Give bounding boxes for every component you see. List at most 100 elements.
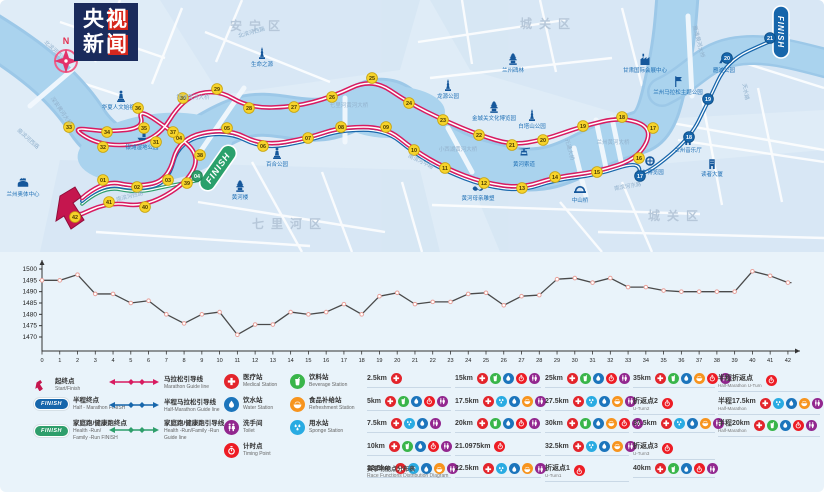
beverage-station-icon (489, 373, 501, 384)
road-label: 天水路 (741, 83, 752, 101)
compass: N (50, 36, 82, 81)
table-row-sublabel: U-Turn1 (545, 473, 562, 479)
km-marker: 17 (647, 122, 659, 134)
km-marker: 29 (211, 83, 223, 95)
half-km-marker-number: 20 (724, 56, 730, 62)
poi-label: 白塔山公园 (518, 122, 546, 130)
beverage-station-icon (579, 418, 591, 430)
km-marker-number: 35 (141, 126, 147, 132)
wheel-icon (645, 156, 655, 166)
toilet-station-icon (440, 440, 452, 452)
refreshment-station-icon (521, 463, 533, 475)
table-row-label: 5km (367, 397, 382, 405)
table-footer-en: Race Functions Distribution Diagram (367, 473, 449, 479)
km-marker: 35 (138, 122, 150, 134)
poi-label: 兰州碑林 (502, 66, 525, 74)
km-marker: 25 (366, 72, 378, 84)
water-station-icon (785, 397, 797, 409)
table-row: 20km (455, 418, 541, 434)
timing-station-icon (661, 442, 673, 454)
x-tick-label: 21 (412, 358, 418, 364)
x-tick-label: 13 (270, 358, 276, 364)
elevation-point (465, 291, 471, 297)
x-tick-label: 18 (359, 358, 365, 364)
refreshment-station-icon (521, 395, 533, 407)
km-marker-circle (633, 152, 645, 164)
timing-station-icon (661, 397, 673, 409)
sponge-station-icon (407, 463, 419, 475)
legend-label-en: Medical Station (243, 382, 278, 389)
km-marker: 05 (221, 122, 233, 134)
km-marker-circle (478, 177, 490, 189)
table-row-label: 25km (545, 375, 563, 382)
legend-label-zh: 计时点 (243, 443, 263, 451)
km-marker-number: 05 (224, 126, 230, 132)
elevation-point (270, 322, 276, 327)
medical-station-icon (224, 374, 239, 389)
water-station-icon (508, 463, 520, 475)
half-marathon-finish-banner-shape (772, 5, 790, 59)
road-label: 银滩黄河大桥 (176, 93, 210, 101)
x-tick-label: 40 (749, 358, 755, 364)
table-row: 40km (633, 463, 718, 479)
finish-badge: FINISH (34, 398, 70, 411)
table-row-label: 半程17.5km Half-Marathon (718, 397, 756, 411)
elevation-point (643, 284, 649, 290)
km-marker-layer: 01 02 03 04 05 06 07 08 09 10 11 12 13 14 15 16 17 18 19 20… (63, 32, 776, 223)
legend-point-item: FINISH 家庭跑/健康跑终点 Health -Run/ Family -Run … (34, 420, 127, 441)
elevation-point (572, 275, 578, 281)
half-marathon-finish-banner-label: FINISH (776, 16, 785, 48)
km-marker-number: 25 (369, 76, 375, 82)
x-tick-label: 31 (589, 358, 595, 364)
elevation-point (714, 289, 720, 294)
km-marker-circle (335, 121, 347, 133)
km-marker: 16 (633, 152, 645, 164)
table-row-label: 30km (545, 420, 563, 428)
table-row-label: 22.5km (455, 465, 479, 473)
half-km-marker-circle (683, 131, 695, 143)
elevation-point (412, 301, 418, 307)
km-marker-circle (63, 121, 75, 133)
compass-rose-icon (54, 49, 78, 73)
km-marker: 11 (439, 162, 451, 174)
legend-label-zh: 家庭跑/健康跑终点 (73, 420, 127, 427)
elevation-point (57, 278, 63, 283)
medical-station-icon (654, 373, 666, 384)
poi: 百合公园 (266, 147, 288, 168)
water-station-icon (598, 395, 610, 407)
elevation-point (501, 302, 507, 308)
table-row: 10km (367, 440, 452, 456)
km-marker: 02 (131, 181, 143, 193)
table-row-label: 21.0975km (455, 442, 491, 450)
toilet-station-icon (719, 373, 731, 384)
legend-label-zh: 食品补给站 (309, 397, 342, 405)
half-km-marker-number: 21 (767, 36, 773, 42)
table-row: 25km (545, 373, 630, 388)
km-marker-circle (439, 162, 451, 174)
refreshment-station-icon (290, 397, 305, 412)
legend-label-en: Water Station (243, 405, 274, 412)
km-marker-number: 30 (180, 96, 186, 102)
family-run-finish-banner: FINISH (198, 144, 238, 192)
km-marker-number: 31 (153, 140, 159, 146)
poi: 黄河母亲雕塑 (461, 182, 495, 202)
timing-station-icon (424, 395, 436, 407)
legend-station-item: 饮水站 Water Station (224, 397, 273, 412)
timing-station-icon (693, 463, 705, 475)
km-marker-circle (167, 126, 179, 138)
table-row-label: 20km (455, 420, 473, 428)
elevation-chart: 1470 1475 1480 1485 1490 1495 1500 0 1 2 3 4 5 6 7 8 9 10… (0, 252, 824, 368)
km-marker-circle (132, 102, 144, 114)
km-marker-circle (211, 83, 223, 95)
elevation-point (767, 273, 773, 279)
toilet-station-icon (706, 463, 718, 475)
x-tick-label: 25 (483, 358, 489, 364)
table-row: 7.5km (367, 418, 451, 434)
km-marker-number: 03 (165, 178, 171, 184)
legend-item-text: 食品补给站 Refreshment Station (309, 397, 355, 412)
timing-station-icon (494, 440, 506, 452)
timing-station-icon (706, 373, 718, 384)
elevation-point (164, 312, 169, 317)
legend-item-text: 半程终点 Half - Marathon FINISH (73, 397, 125, 412)
x-tick-label: 38 (714, 358, 720, 364)
